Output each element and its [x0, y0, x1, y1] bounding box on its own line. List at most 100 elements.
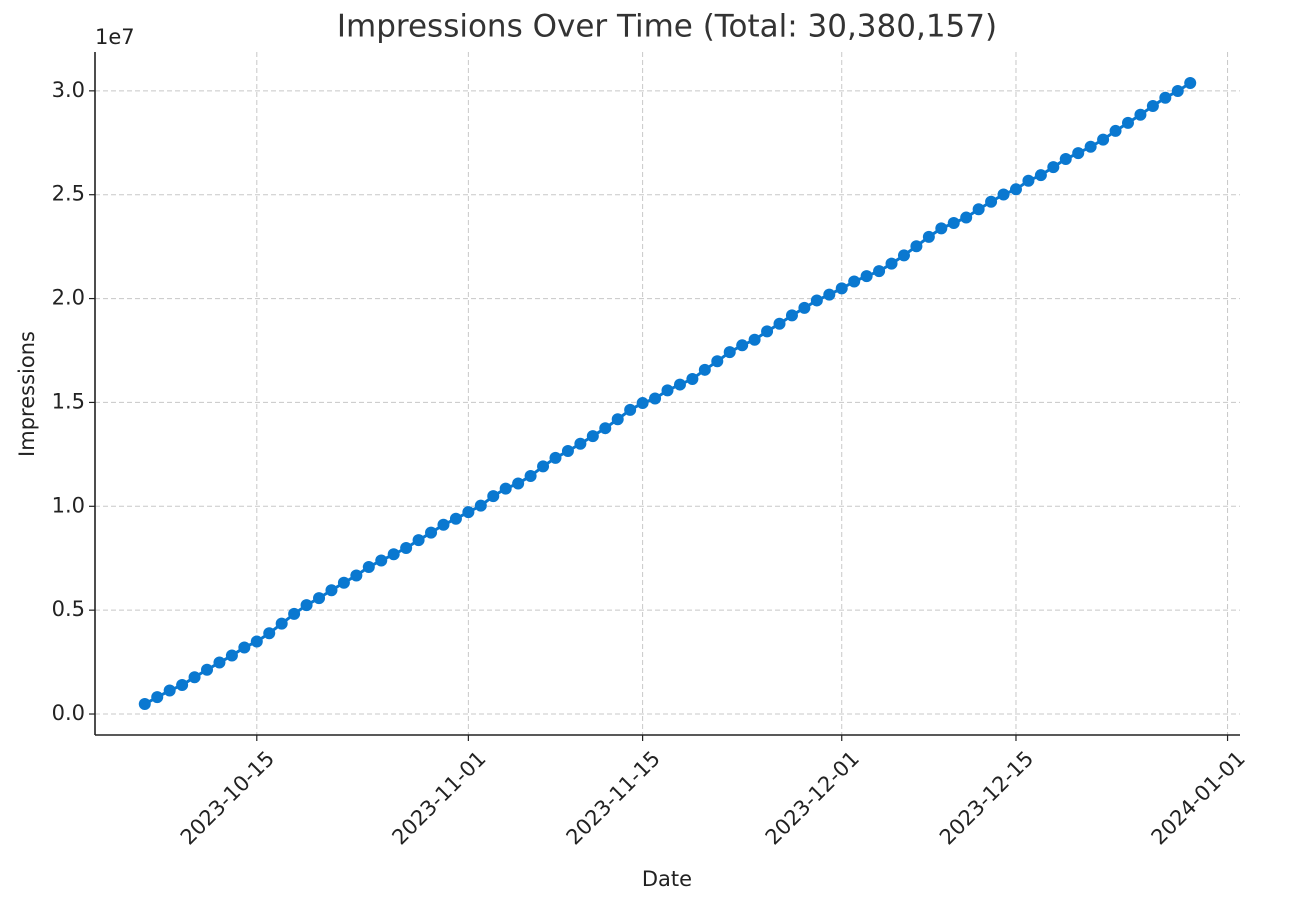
data-point [524, 469, 537, 482]
y-offset-label: 1e7 [95, 25, 135, 49]
x-tick-label: 2024-01-01 [1147, 746, 1250, 849]
data-point [636, 397, 649, 410]
data-point [1121, 116, 1134, 129]
data-point [213, 656, 226, 669]
data-point [163, 684, 176, 697]
y-axis-label: Impressions [15, 331, 39, 457]
y-tick-label: 2.0 [52, 286, 85, 310]
data-point [1022, 174, 1035, 187]
data-point [574, 437, 587, 450]
data-point [449, 512, 462, 525]
data-point [462, 506, 475, 519]
data-point [512, 477, 525, 490]
data-point [537, 460, 550, 473]
data-point [748, 333, 761, 346]
data-point [337, 576, 350, 589]
data-point [1171, 85, 1184, 98]
y-tick-label: 1.0 [52, 493, 85, 517]
data-point [151, 691, 164, 704]
data-point [275, 617, 288, 630]
data-point [138, 698, 151, 711]
data-point [487, 490, 500, 503]
data-point [661, 384, 674, 397]
data-point [300, 599, 313, 612]
data-point [823, 288, 836, 301]
data-point [810, 294, 823, 307]
data-point [910, 240, 923, 253]
data-point [885, 257, 898, 270]
data-point [1059, 152, 1072, 165]
data-point [499, 482, 512, 495]
data-point [860, 270, 873, 283]
data-point [1047, 161, 1060, 174]
data-point [723, 346, 736, 359]
data-point [673, 378, 686, 391]
data-point [250, 635, 263, 648]
data-point [972, 203, 985, 216]
data-point [474, 499, 487, 512]
data-point [375, 554, 388, 567]
data-point [1072, 147, 1085, 160]
data-point [225, 649, 238, 662]
data-point [947, 216, 960, 229]
data-point [997, 188, 1010, 201]
data-point [362, 560, 375, 573]
data-point [611, 413, 624, 426]
data-point [549, 451, 562, 464]
data-point [1009, 183, 1022, 196]
data-point [736, 339, 749, 352]
data-point [288, 607, 301, 620]
y-tick-label: 2.5 [52, 182, 85, 206]
data-point [263, 627, 276, 640]
data-point [1034, 169, 1047, 182]
data-point [176, 679, 189, 692]
data-point [624, 403, 637, 416]
data-point [1159, 91, 1172, 104]
data-point [1109, 124, 1122, 137]
data-point [425, 526, 438, 539]
data-point [325, 584, 338, 597]
data-point [1134, 108, 1147, 121]
data-point [985, 195, 998, 208]
data-point [238, 641, 251, 654]
x-tick-label: 2023-11-15 [562, 746, 665, 849]
data-point [387, 548, 400, 561]
data-point [1097, 133, 1110, 146]
data-point [437, 518, 450, 531]
data-point [599, 422, 612, 435]
data-point [1084, 140, 1097, 153]
data-point [773, 317, 786, 330]
data-point [201, 663, 214, 676]
x-tick-label: 2023-10-15 [176, 746, 279, 849]
y-tick-label: 0.0 [52, 701, 85, 725]
data-point [873, 265, 886, 278]
data-point [649, 392, 662, 405]
data-point [188, 671, 201, 684]
y-tick-label: 0.5 [52, 597, 85, 621]
data-point [785, 309, 798, 322]
chart-title: Impressions Over Time (Total: 30,380,157… [337, 9, 997, 45]
y-tick-label: 3.0 [52, 78, 85, 102]
y-tick-label: 1.5 [52, 389, 85, 413]
data-point [400, 542, 413, 555]
data-point [412, 534, 425, 547]
x-axis-label: Date [642, 867, 692, 891]
data-point [761, 325, 774, 338]
data-point [960, 211, 973, 224]
data-point [686, 372, 699, 385]
x-tick-label: 2023-11-01 [387, 746, 490, 849]
data-point [897, 249, 910, 262]
data-point [798, 301, 811, 314]
data-point [711, 355, 724, 368]
data-point [313, 592, 326, 605]
data-point [835, 282, 848, 295]
x-tick-label: 2023-12-01 [761, 746, 864, 849]
data-point [586, 430, 599, 443]
data-point [561, 445, 574, 458]
x-tick-label: 2023-12-15 [935, 746, 1038, 849]
data-point [1184, 76, 1197, 89]
data-point [935, 222, 948, 235]
data-point [698, 363, 711, 376]
data-point [350, 569, 363, 582]
